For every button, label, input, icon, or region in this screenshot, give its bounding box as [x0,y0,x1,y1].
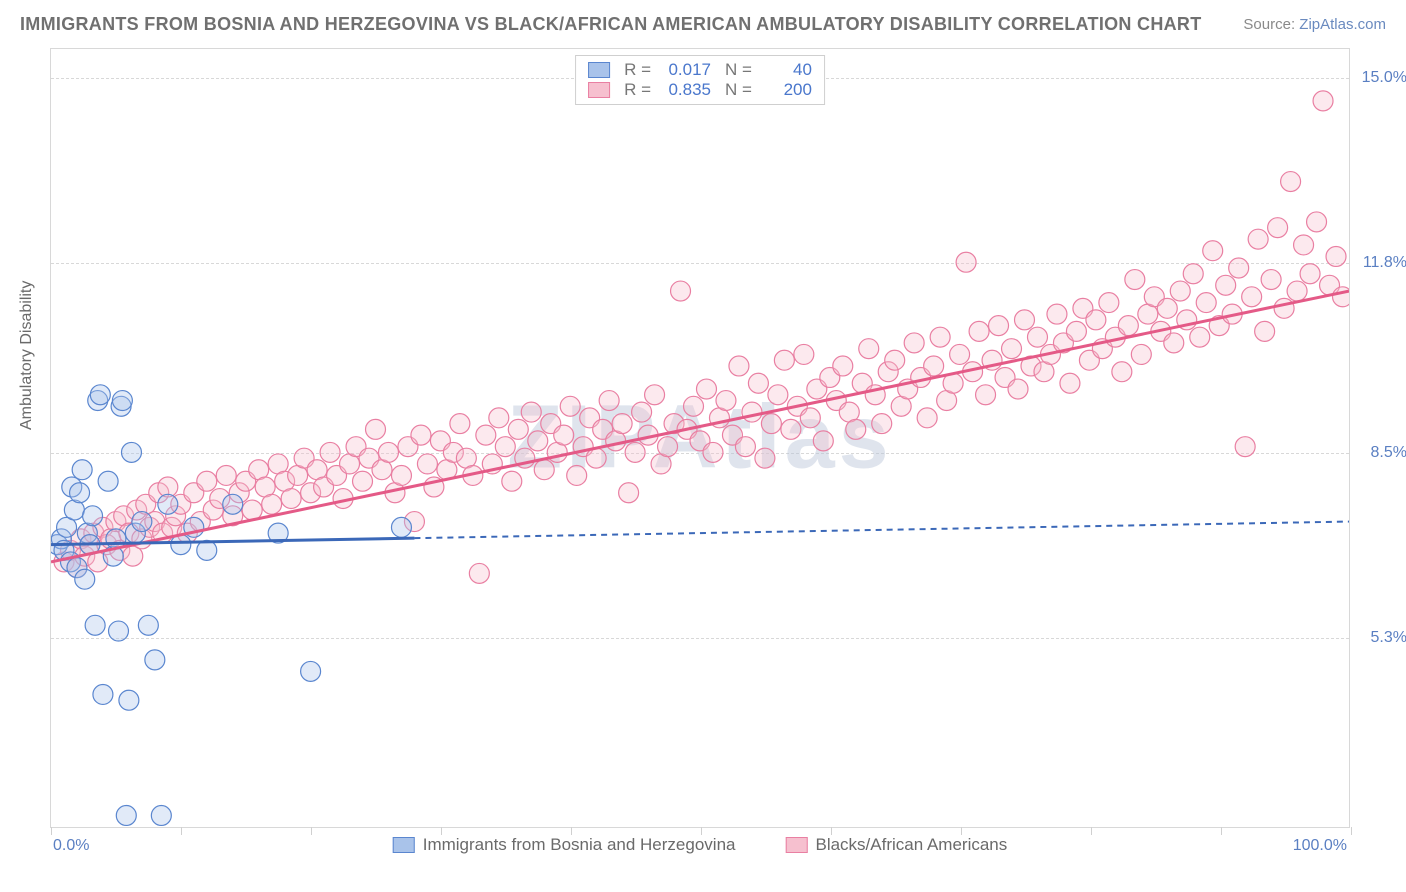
x-axis-labels: 0.0% 100.0% [51,837,1349,855]
y-tick-label: 15.0% [1362,69,1406,87]
x-min-label: 0.0% [53,837,89,855]
source-link[interactable]: ZipAtlas.com [1299,16,1386,33]
chart-title: IMMIGRANTS FROM BOSNIA AND HERZEGOVINA V… [20,14,1202,35]
chart-plot-area: ZIPAtlas 5.3%8.5%11.8%15.0% R = 0.017 N … [50,48,1350,828]
n-value-pink: 200 [762,80,812,100]
x-max-label: 100.0% [1293,837,1347,855]
r-value-blue: 0.017 [661,60,711,80]
y-tick-label: 5.3% [1371,629,1406,647]
n-value-blue: 40 [762,60,812,80]
correlation-legend: R = 0.017 N = 40 R = 0.835 N = 200 [575,55,825,105]
title-bar: IMMIGRANTS FROM BOSNIA AND HERZEGOVINA V… [20,14,1386,35]
scatter-svg [51,49,1349,827]
source-attribution: Source: ZipAtlas.com [1243,16,1386,33]
r-value-pink: 0.835 [661,80,711,100]
swatch-pink-icon [588,82,610,98]
legend-row-blue: R = 0.017 N = 40 [588,60,812,80]
y-axis-label: Ambulatory Disability [18,281,36,430]
y-tick-label: 8.5% [1371,444,1406,462]
y-tick-label: 11.8% [1363,254,1406,272]
swatch-blue-icon [588,62,610,78]
legend-row-pink: R = 0.835 N = 200 [588,80,812,100]
